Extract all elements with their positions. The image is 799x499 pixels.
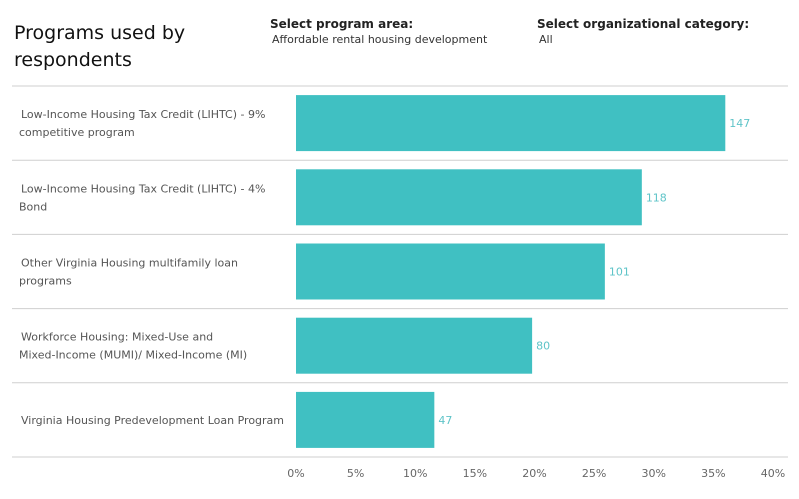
value-label-4: 47 <box>438 414 452 427</box>
value-label-3: 80 <box>536 340 550 353</box>
x-tick-label-3: 15% <box>463 467 487 480</box>
x-tick-label-4: 20% <box>522 467 546 480</box>
category-label-3: Workforce Housing: Mixed-Use and Mixed-In… <box>19 331 247 362</box>
program-area-filter-value[interactable]: Affordable rental housing development <box>272 33 488 46</box>
x-tick-label-5: 25% <box>582 467 606 480</box>
x-tick-label-7: 35% <box>701 467 725 480</box>
x-tick-label-8: 40% <box>761 467 785 480</box>
org-category-filter[interactable]: Select organizational category: All <box>537 16 749 47</box>
bar-4 <box>296 391 435 448</box>
x-tick-label-2: 10% <box>403 467 427 480</box>
x-tick-label-6: 30% <box>642 467 666 480</box>
bar-2 <box>296 243 605 300</box>
value-label-2: 101 <box>609 266 630 279</box>
org-category-filter-value[interactable]: All <box>539 33 553 46</box>
program-area-filter-label: Select program area: <box>270 17 414 31</box>
category-label-1: Low-Income Housing Tax Credit (LIHTC) - … <box>19 182 265 213</box>
bar-3 <box>296 317 533 374</box>
value-label-0: 147 <box>729 117 750 130</box>
bar-1 <box>296 169 642 226</box>
bar-0 <box>296 95 726 152</box>
category-label-2: Other Virginia Housing multifamily loan p… <box>19 257 238 288</box>
program-area-filter[interactable]: Select program area: Affordable rental h… <box>270 16 487 47</box>
page-title: Programs used by respondents <box>14 22 186 71</box>
x-tick-label-1: 5% <box>347 467 364 480</box>
category-label-0: Low-Income Housing Tax Credit (LIHTC) - … <box>19 108 265 139</box>
value-label-1: 118 <box>646 191 667 204</box>
category-label-4: Virginia Housing Predevelopment Loan Pro… <box>21 414 284 427</box>
org-category-filter-label: Select organizational category: <box>537 17 750 31</box>
x-tick-label-0: 0% <box>287 467 304 480</box>
